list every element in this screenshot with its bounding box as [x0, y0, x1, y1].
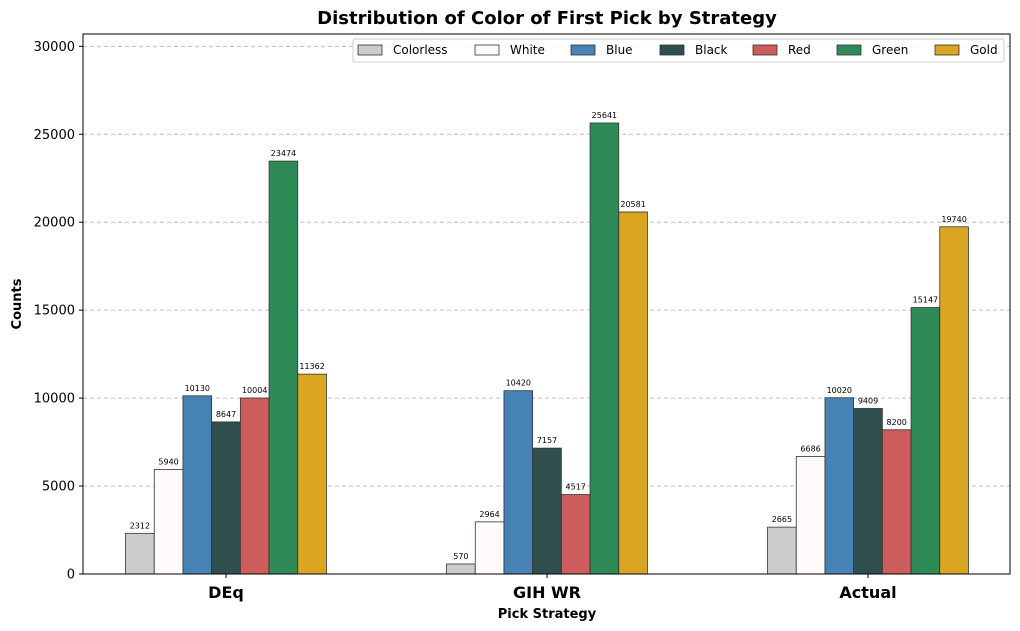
legend-label: Blue: [606, 43, 633, 57]
legend-swatch: [357, 44, 383, 56]
y-tick-label: 0: [67, 568, 75, 583]
bar-value-label: 570: [453, 552, 468, 561]
bar: [297, 373, 327, 575]
bar-value-label: 10420: [506, 379, 531, 388]
bars: [125, 122, 969, 575]
bar: [182, 395, 213, 575]
bar-value-label: 4517: [566, 483, 586, 492]
bar-value-label: 7157: [537, 436, 557, 445]
x-axis-ticks: DEq GIH WR Actual: [208, 574, 897, 602]
bar-value-label: 19740: [941, 215, 966, 224]
bar: [268, 160, 299, 575]
bar-value-label: 2312: [130, 521, 150, 530]
y-axis-ticks: 0 5000 10000 15000 20000 25000 30000: [34, 40, 83, 583]
bar: [618, 211, 648, 575]
legend: Colorless White Blue Black Red Green Gold: [352, 38, 1005, 63]
y-axis-label: Counts: [10, 278, 25, 329]
bar: [211, 421, 241, 575]
legend-swatch: [752, 44, 778, 56]
bar: [767, 526, 797, 575]
bar-value-label: 10004: [242, 386, 267, 395]
legend-swatch: [474, 44, 500, 56]
bar: [503, 390, 534, 575]
bar: [153, 469, 184, 575]
legend-swatch: [570, 44, 596, 56]
bar-value-label: 5940: [158, 458, 178, 467]
x-tick-label: Actual: [839, 583, 896, 602]
legend-swatch: [836, 44, 862, 56]
bar-value-label: 10130: [185, 384, 210, 393]
bar-value-labels: 2312 5940 10130 8647 10004 23474 11362 570 2964 1…: [130, 111, 967, 561]
legend-label: White: [510, 43, 545, 57]
bar: [795, 455, 826, 575]
x-tick-label: GIH WR: [513, 583, 581, 602]
bar: [824, 397, 855, 575]
bar: [474, 521, 505, 575]
y-tick-label: 10000: [34, 392, 75, 407]
bar: [853, 408, 883, 575]
legend-label: Red: [788, 43, 811, 57]
bar-value-label: 11362: [299, 362, 324, 371]
bar-value-label: 6686: [800, 444, 820, 453]
bar-value-label: 8647: [216, 410, 236, 419]
legend-swatch: [934, 44, 960, 56]
bar-value-label: 20581: [620, 200, 645, 209]
legend-swatch: [659, 44, 685, 56]
bar: [910, 307, 941, 575]
x-axis-label: Pick Strategy: [498, 607, 597, 622]
bar-value-label: 8200: [887, 418, 907, 427]
bar: [589, 122, 620, 575]
bar-value-label: 2964: [479, 510, 499, 519]
y-tick-label: 25000: [34, 128, 75, 143]
legend-label: Gold: [970, 43, 998, 57]
y-tick-label: 5000: [42, 480, 75, 495]
bar: [125, 532, 155, 575]
y-tick-label: 30000: [34, 40, 75, 55]
x-tick-label: DEq: [208, 583, 244, 602]
bar: [239, 397, 270, 575]
bar: [532, 447, 562, 575]
chart-title: Distribution of Color of First Pick by S…: [317, 8, 777, 29]
bar: [939, 226, 969, 575]
bar: [881, 429, 912, 575]
y-tick-label: 15000: [34, 304, 75, 319]
bar-value-label: 10020: [827, 386, 852, 395]
bar: [560, 494, 591, 575]
legend-label: Colorless: [393, 43, 448, 57]
legend-label: Green: [872, 43, 908, 57]
bar-value-label: 2665: [772, 515, 792, 524]
bar-value-label: 9409: [858, 396, 878, 405]
legend-label: Black: [695, 43, 728, 57]
y-tick-label: 20000: [34, 216, 75, 231]
bar-value-label: 25641: [592, 111, 617, 120]
bar-value-label: 23474: [271, 149, 296, 158]
bar: [446, 563, 476, 575]
bar-value-label: 15147: [913, 296, 938, 305]
